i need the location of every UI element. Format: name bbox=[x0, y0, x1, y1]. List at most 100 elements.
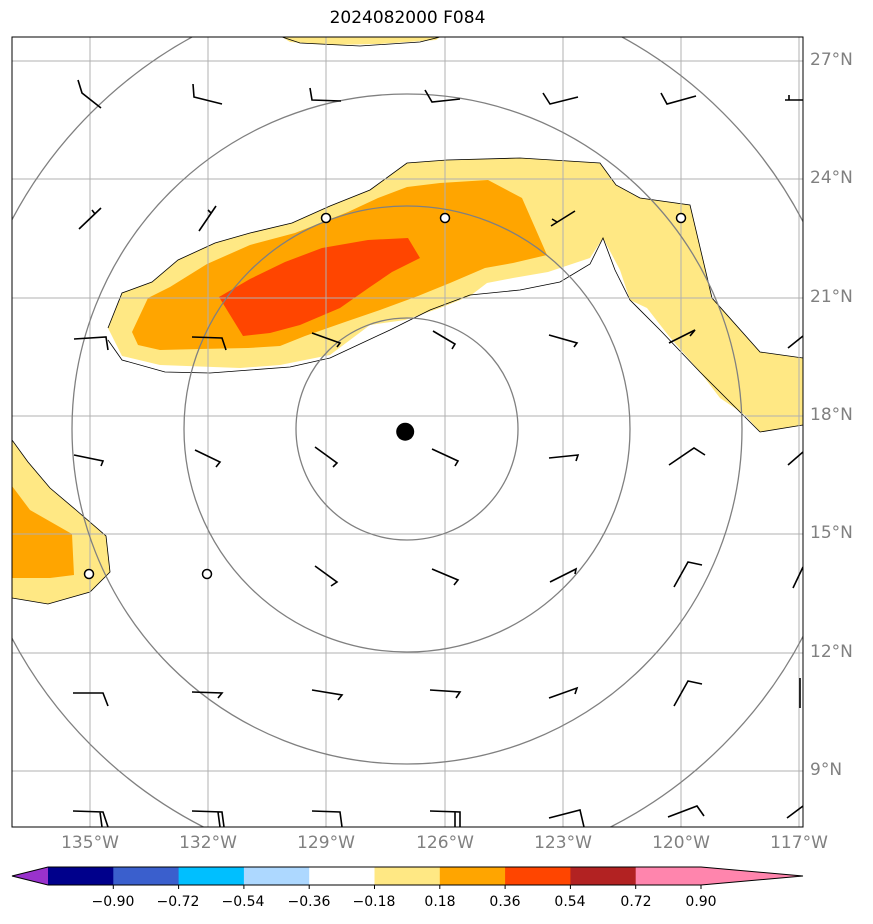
wind-barb bbox=[309, 87, 342, 102]
contour-outlines bbox=[12, 37, 803, 605]
colorbar-outline bbox=[11, 866, 804, 886]
colorbar bbox=[11, 866, 804, 889]
wind-barb bbox=[431, 448, 460, 467]
wind-barb bbox=[311, 332, 342, 348]
range-ring-inner bbox=[295, 317, 519, 541]
wind-barb bbox=[194, 449, 222, 468]
calm-marker bbox=[83, 568, 95, 580]
range-ring-middle bbox=[183, 205, 631, 653]
range-ring-outermost bbox=[12, 37, 803, 827]
wind-barb bbox=[660, 92, 697, 105]
wind-barb bbox=[792, 566, 803, 589]
wind-barb bbox=[785, 95, 803, 101]
wind-barb bbox=[548, 686, 579, 699]
wind-barb bbox=[191, 810, 225, 827]
wind-barb bbox=[424, 89, 461, 103]
colorbar-label: −0.18 bbox=[352, 894, 396, 910]
wind-barb bbox=[72, 810, 109, 827]
wind-barb bbox=[549, 567, 578, 583]
lon-label-123w: 123°W bbox=[534, 833, 592, 853]
colorbar-segment bbox=[243, 867, 310, 885]
wind-barb bbox=[73, 336, 109, 351]
wind-barb bbox=[550, 210, 576, 227]
lon-label-129w: 129°W bbox=[297, 833, 355, 853]
lon-label-120w: 120°W bbox=[652, 833, 710, 853]
lon-label-135w: 135°W bbox=[61, 833, 119, 853]
wind-barb bbox=[311, 689, 344, 701]
wind-barb bbox=[198, 205, 217, 232]
colorbar-label: −0.54 bbox=[221, 894, 265, 910]
colorbar-label: 0.90 bbox=[685, 894, 717, 910]
wind-barb bbox=[673, 561, 703, 588]
colorbar-segment bbox=[113, 867, 180, 885]
wind-barb bbox=[667, 805, 705, 818]
range-rings bbox=[12, 37, 803, 827]
lat-label-21n: 21°N bbox=[810, 287, 853, 307]
colorbar-segment bbox=[505, 867, 571, 885]
wind-barb bbox=[73, 692, 109, 707]
lat-label-27n: 27°N bbox=[810, 50, 853, 70]
shade-red-jet bbox=[219, 238, 420, 336]
shade-yellow-top bbox=[282, 37, 440, 45]
lat-label-18n: 18°N bbox=[810, 405, 853, 425]
shaded-field-west bbox=[12, 440, 110, 604]
colorbar-segment bbox=[635, 867, 702, 885]
calm-marker bbox=[320, 212, 332, 224]
colorbar-label: 0.54 bbox=[554, 894, 586, 910]
calm-markers bbox=[83, 212, 687, 580]
lat-label-24n: 24°N bbox=[810, 168, 853, 188]
lon-label-117w: 117°W bbox=[770, 833, 828, 853]
wind-barb bbox=[668, 447, 706, 466]
shade-yellow-jet bbox=[108, 158, 803, 432]
lon-label-132w: 132°W bbox=[179, 833, 237, 853]
lat-label-15n: 15°N bbox=[810, 523, 853, 543]
lon-label-126w: 126°W bbox=[416, 833, 474, 853]
wind-barb bbox=[548, 334, 579, 348]
wind-barb bbox=[311, 810, 343, 827]
colorbar-segment bbox=[374, 867, 441, 885]
colorbar-segment bbox=[48, 867, 114, 885]
lat-label-9n: 9°N bbox=[810, 760, 843, 780]
wind-barb bbox=[429, 689, 462, 699]
colorbar-extend-max bbox=[701, 867, 803, 885]
wind-barb bbox=[429, 810, 461, 827]
colorbar-segment bbox=[439, 867, 506, 885]
wind-barb bbox=[77, 79, 102, 109]
range-ring-outer bbox=[71, 93, 743, 765]
wind-barb bbox=[786, 805, 803, 819]
wind-barb bbox=[192, 83, 223, 105]
graticule bbox=[12, 37, 803, 827]
plot-title: 2024082000 F084 bbox=[329, 8, 486, 28]
wind-barb bbox=[432, 330, 457, 350]
wind-barb bbox=[548, 809, 585, 827]
wind-barb bbox=[73, 454, 105, 467]
colorbar-label: −0.36 bbox=[287, 894, 331, 910]
wind-barb bbox=[191, 691, 224, 699]
calm-marker bbox=[439, 212, 451, 224]
wind-barb bbox=[673, 680, 703, 707]
colorbar-segment bbox=[309, 867, 375, 885]
shade-orange-west bbox=[12, 486, 74, 578]
calm-marker bbox=[675, 212, 687, 224]
colorbar-label: 0.36 bbox=[489, 894, 521, 910]
wind-barb bbox=[431, 568, 460, 586]
calm-marker bbox=[201, 568, 213, 580]
colorbar-segment bbox=[570, 867, 637, 885]
shaded-field-top bbox=[282, 37, 440, 45]
storm-center-marker bbox=[396, 422, 415, 441]
colorbar-label: 0.18 bbox=[424, 894, 456, 910]
wind-barb bbox=[542, 92, 579, 105]
lat-label-12n: 12°N bbox=[810, 642, 853, 662]
colorbar-extend-min bbox=[12, 867, 48, 885]
wind-barb bbox=[668, 329, 696, 344]
colorbar-label: −0.72 bbox=[156, 894, 200, 910]
colorbar-label: 0.72 bbox=[620, 894, 652, 910]
wind-barb bbox=[548, 454, 580, 462]
wind-barb bbox=[314, 565, 339, 587]
wind-barb bbox=[191, 336, 227, 351]
wind-barbs bbox=[72, 79, 803, 827]
colorbar-segment bbox=[178, 867, 245, 885]
wind-barb bbox=[787, 335, 803, 349]
map-frame bbox=[11, 36, 804, 828]
